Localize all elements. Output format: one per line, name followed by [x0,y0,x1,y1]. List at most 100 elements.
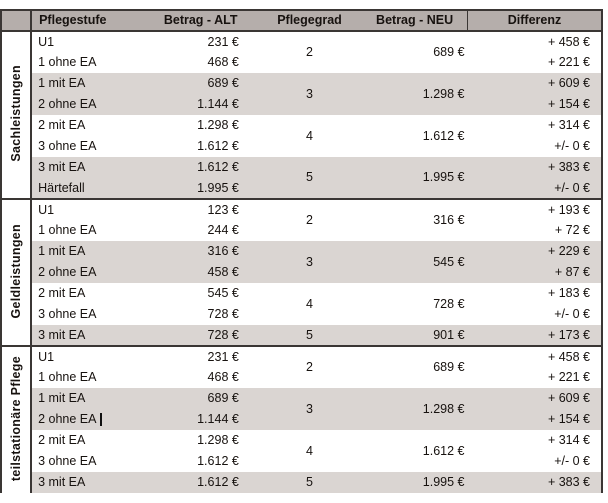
betrag-neu-cell: 1.612 € [422,128,465,143]
table-row: 2 ohne EA 458 € + 87 € [1,262,602,283]
pflegestufe-cell: 1 mit EA [31,241,145,262]
betrag-alt-cell: 689 € [144,73,257,94]
header-differenz: Differenz [467,10,602,32]
table-row: 2 mit EA 1.298 € 4 1.612 € + 314 € [1,430,602,457]
pflege-comparison-table: Pflegestufe Betrag - ALT Pflegegrad Betr… [0,9,603,493]
pflegestufe-cell: U1 [38,349,55,364]
section-label: Geldleistungen [8,224,23,319]
differenz-cell: + 87 € [467,262,602,283]
table-row: Sachleistungen U1 231 € 2 689 € + 458 € [1,31,602,199]
pflegegrad-cell: 3 [256,73,363,115]
section-sachleistungen: Sachleistungen U1 231 € 2 689 € + 458 € … [1,31,602,199]
pflegegrad-cell: 2 [306,360,313,375]
differenz-cell: + 154 € [467,94,602,115]
table-row: 1 mit EA 316 € 3 545 € + 229 € [1,241,602,283]
betrag-alt-cell: 244 € [207,223,239,238]
pflegegrad-cell: 5 [256,472,363,493]
betrag-neu-cell: 689 € [433,45,465,60]
betrag-alt-cell: 231 € [207,349,239,364]
header-corner-cell [1,10,33,32]
table-row: 3 mit EA 728 € 5 901 € + 173 € [1,325,602,346]
differenz-cell: + 173 € [467,325,602,346]
differenz-cell: + 314 € [547,118,590,133]
pflegegrad-cell: 4 [306,296,313,311]
differenz-cell: +/- 0 € [554,307,590,322]
differenz-cell: +/- 0 € [467,178,602,199]
pflegestufe-cell: 1 ohne EA [38,223,97,238]
section-geldleistungen: Geldleistungen U1 123 € 2 316 € + 193 € … [1,199,602,346]
differenz-cell: + 609 € [467,388,602,409]
betrag-neu-cell: 1.995 € [362,157,468,199]
section-label: teilstationäre Pflege [8,356,23,482]
pflegestufe-cell: 1 ohne EA [38,55,97,70]
pflegestufe-cell: 3 mit EA [31,325,145,346]
pflegestufe-cell: U1 [38,34,55,49]
pflegegrad-cell: 4 [306,443,313,458]
betrag-alt-cell: 1.144 € [144,409,257,430]
table-row: 3 ohne EA 1.612 € +/- 0 € [1,136,602,157]
betrag-neu-cell: 1.298 € [362,388,468,430]
betrag-alt-cell: 231 € [207,34,239,49]
header-pflegestufe: Pflegestufe [31,10,145,32]
pflegegrad-cell: 5 [256,325,363,346]
betrag-alt-cell: 1.298 € [197,118,239,133]
differenz-cell: + 229 € [467,241,602,262]
header-pflegegrad: Pflegegrad [256,10,363,32]
differenz-cell: + 72 € [554,223,590,238]
table-row: 3 ohne EA 728 € +/- 0 € [1,304,602,325]
betrag-alt-cell: 689 € [144,388,257,409]
header-betrag-alt: Betrag - ALT [144,10,257,32]
pflegestufe-cell: 1 ohne EA [38,370,97,385]
table-row: 2 mit EA 545 € 4 728 € + 183 € [1,283,602,310]
table-row: 1 mit EA 689 € 3 1.298 € + 609 € [1,73,602,115]
betrag-alt-cell: 1.612 € [144,157,257,178]
differenz-cell: + 383 € [467,472,602,493]
pflegestufe-cell: 2 mit EA [38,118,86,133]
differenz-cell: + 221 € [547,370,590,385]
section-label-cell: Geldleistungen [1,199,33,346]
differenz-cell: + 154 € [467,409,602,430]
pflegestufe-cell: Härtefall [31,178,145,199]
header-betrag-neu: Betrag - NEU [362,10,468,32]
table-row: 2 ohne EA 1.144 € + 154 € [1,409,602,430]
pflegestufe-cell: 2 ohne EA [31,262,145,283]
differenz-cell: +/- 0 € [554,139,590,154]
table-row: 2 ohne EA 1.144 € + 154 € [1,94,602,115]
pflegestufe-cell: 3 mit EA [31,472,145,493]
betrag-alt-cell: 458 € [144,262,257,283]
pflegestufe-cell: 2 mit EA [38,286,86,301]
pflegestufe-cell: 3 ohne EA [38,454,97,469]
betrag-neu-cell: 316 € [433,213,465,228]
betrag-neu-cell: 1.298 € [362,73,468,115]
pflegegrad-cell: 5 [256,157,363,199]
pflegestufe-cell: 3 ohne EA [38,307,97,322]
betrag-neu-cell: 1.995 € [362,472,468,493]
table-header-row: Pflegestufe Betrag - ALT Pflegegrad Betr… [1,10,602,32]
differenz-cell: + 609 € [467,73,602,94]
betrag-neu-cell: 728 € [433,296,465,311]
betrag-alt-cell: 468 € [207,370,239,385]
pflegestufe-text: 2 ohne EA [38,411,97,426]
pflegestufe-cell: 3 ohne EA [38,139,97,154]
betrag-neu-cell: 901 € [362,325,468,346]
table-row: 3 mit EA 1.612 € 5 1.995 € + 383 € [1,472,602,493]
betrag-neu-cell: 689 € [433,360,465,375]
table-row: teilstationäre Pflege U1 231 € 2 689 € +… [1,346,602,493]
table-row: 1 ohne EA 244 € + 72 € [1,220,602,241]
differenz-cell: + 193 € [547,202,590,217]
section-label: Sachleistungen [8,65,23,163]
text-cursor [100,413,102,427]
betrag-alt-cell: 1.298 € [197,433,239,448]
section-label-cell: teilstationäre Pflege [1,346,33,493]
pflegegrad-cell: 3 [256,241,363,283]
pflegegrad-cell: 4 [306,128,313,143]
table-row: 2 mit EA 1.298 € 4 1.612 € + 314 € [1,115,602,142]
differenz-cell: +/- 0 € [554,454,590,469]
differenz-cell: + 221 € [547,55,590,70]
section-label-cell: Sachleistungen [1,31,33,199]
betrag-alt-cell: 728 € [207,307,239,322]
pflegestufe-cell: 2 ohne EA [31,409,145,430]
section-teilstationaere-pflege: teilstationäre Pflege U1 231 € 2 689 € +… [1,346,602,493]
betrag-alt-cell: 545 € [207,286,239,301]
